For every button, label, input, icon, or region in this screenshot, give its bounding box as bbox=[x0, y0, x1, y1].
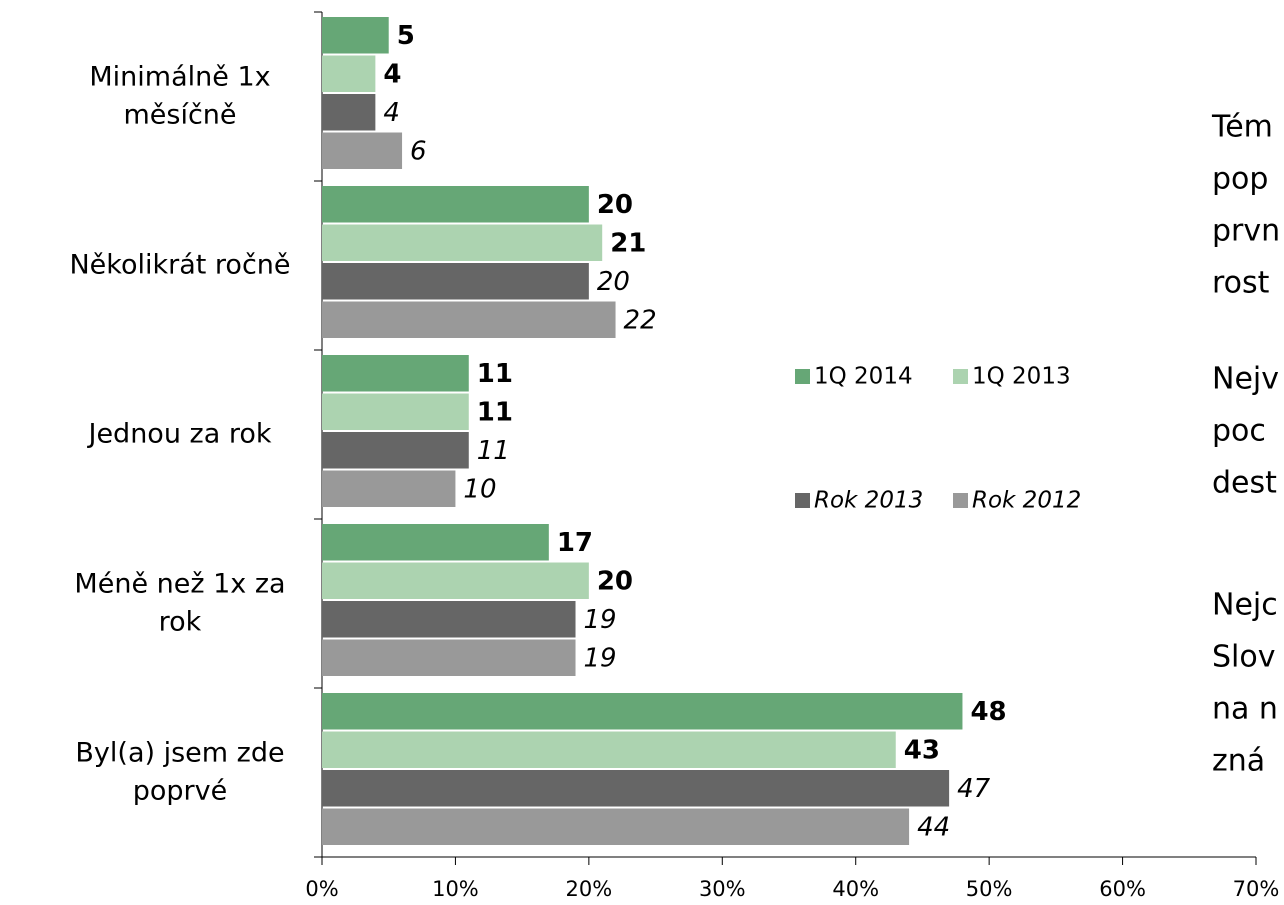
bar bbox=[322, 17, 389, 54]
category-label: Několikrát ročně bbox=[69, 249, 290, 280]
data-label: 10 bbox=[463, 474, 496, 504]
legend-swatch bbox=[953, 493, 968, 508]
x-tick-label: 30% bbox=[699, 877, 746, 901]
legend-label: 1Q 2014 bbox=[814, 364, 913, 390]
category-label: Jednou za rok bbox=[86, 418, 271, 449]
note-line: dest bbox=[1212, 466, 1277, 501]
x-tick-label: 50% bbox=[966, 877, 1013, 901]
bar bbox=[322, 432, 469, 469]
bar bbox=[322, 731, 896, 768]
bar bbox=[322, 693, 963, 730]
data-label: 20 bbox=[597, 566, 633, 596]
x-tick-label: 10% bbox=[432, 877, 479, 901]
legend-label: Rok 2013 bbox=[814, 488, 923, 514]
data-label: 11 bbox=[477, 359, 513, 389]
data-label: 44 bbox=[917, 812, 950, 842]
note-line: na n bbox=[1212, 692, 1278, 727]
bar bbox=[322, 808, 910, 845]
legend-swatch bbox=[795, 369, 810, 384]
legend-label: Rok 2012 bbox=[972, 488, 1081, 514]
x-tick-label: 70% bbox=[1233, 877, 1280, 901]
bar bbox=[322, 132, 403, 169]
bar bbox=[322, 55, 376, 92]
data-label: 6 bbox=[410, 136, 427, 166]
data-label: 4 bbox=[383, 98, 400, 128]
note-line: pop bbox=[1212, 162, 1268, 197]
bar bbox=[322, 601, 576, 638]
x-tick-label: 60% bbox=[1099, 877, 1146, 901]
bar bbox=[322, 393, 469, 430]
data-label: 11 bbox=[477, 436, 510, 466]
x-tick-label: 40% bbox=[832, 877, 879, 901]
bar bbox=[322, 355, 469, 392]
note-line: poc bbox=[1212, 414, 1266, 449]
data-label: 20 bbox=[597, 190, 633, 220]
legend-label: 1Q 2013 bbox=[972, 364, 1071, 390]
bar bbox=[322, 524, 549, 561]
category-label: Méně než 1x za rok bbox=[74, 568, 285, 637]
legend-swatch bbox=[953, 369, 968, 384]
data-label: 19 bbox=[584, 643, 617, 673]
x-tick-label: 20% bbox=[566, 877, 613, 901]
category-label: Byl(a) jsem zde poprvé bbox=[75, 737, 284, 806]
note-line: Nejv bbox=[1212, 362, 1279, 397]
data-label: 20 bbox=[597, 267, 630, 297]
bar bbox=[322, 94, 376, 131]
data-label: 43 bbox=[904, 735, 940, 765]
bar bbox=[322, 770, 950, 807]
data-label: 11 bbox=[477, 397, 513, 427]
bar bbox=[322, 562, 589, 599]
data-label: 22 bbox=[624, 305, 657, 335]
data-label: 47 bbox=[957, 774, 991, 804]
data-label: 19 bbox=[584, 605, 617, 635]
data-label: 5 bbox=[397, 21, 415, 51]
data-label: 4 bbox=[383, 59, 401, 89]
data-label: 21 bbox=[610, 228, 646, 258]
bar bbox=[322, 263, 589, 300]
note-line: rost bbox=[1212, 266, 1270, 301]
note-line: Slov bbox=[1212, 640, 1276, 675]
bar bbox=[322, 470, 456, 507]
category-label: Minimálně 1x měsíčně bbox=[89, 61, 270, 130]
bar bbox=[322, 301, 616, 338]
note-line: zná bbox=[1212, 744, 1265, 779]
bar bbox=[322, 639, 576, 676]
note-line: Tém bbox=[1211, 110, 1273, 145]
data-label: 48 bbox=[970, 697, 1006, 727]
note-line: prvn bbox=[1212, 214, 1280, 249]
note-line: Nejc bbox=[1212, 588, 1278, 623]
bar bbox=[322, 224, 603, 261]
x-tick-label: 0% bbox=[305, 877, 338, 901]
legend-swatch bbox=[795, 493, 810, 508]
data-label: 17 bbox=[557, 528, 593, 558]
bar bbox=[322, 186, 589, 223]
